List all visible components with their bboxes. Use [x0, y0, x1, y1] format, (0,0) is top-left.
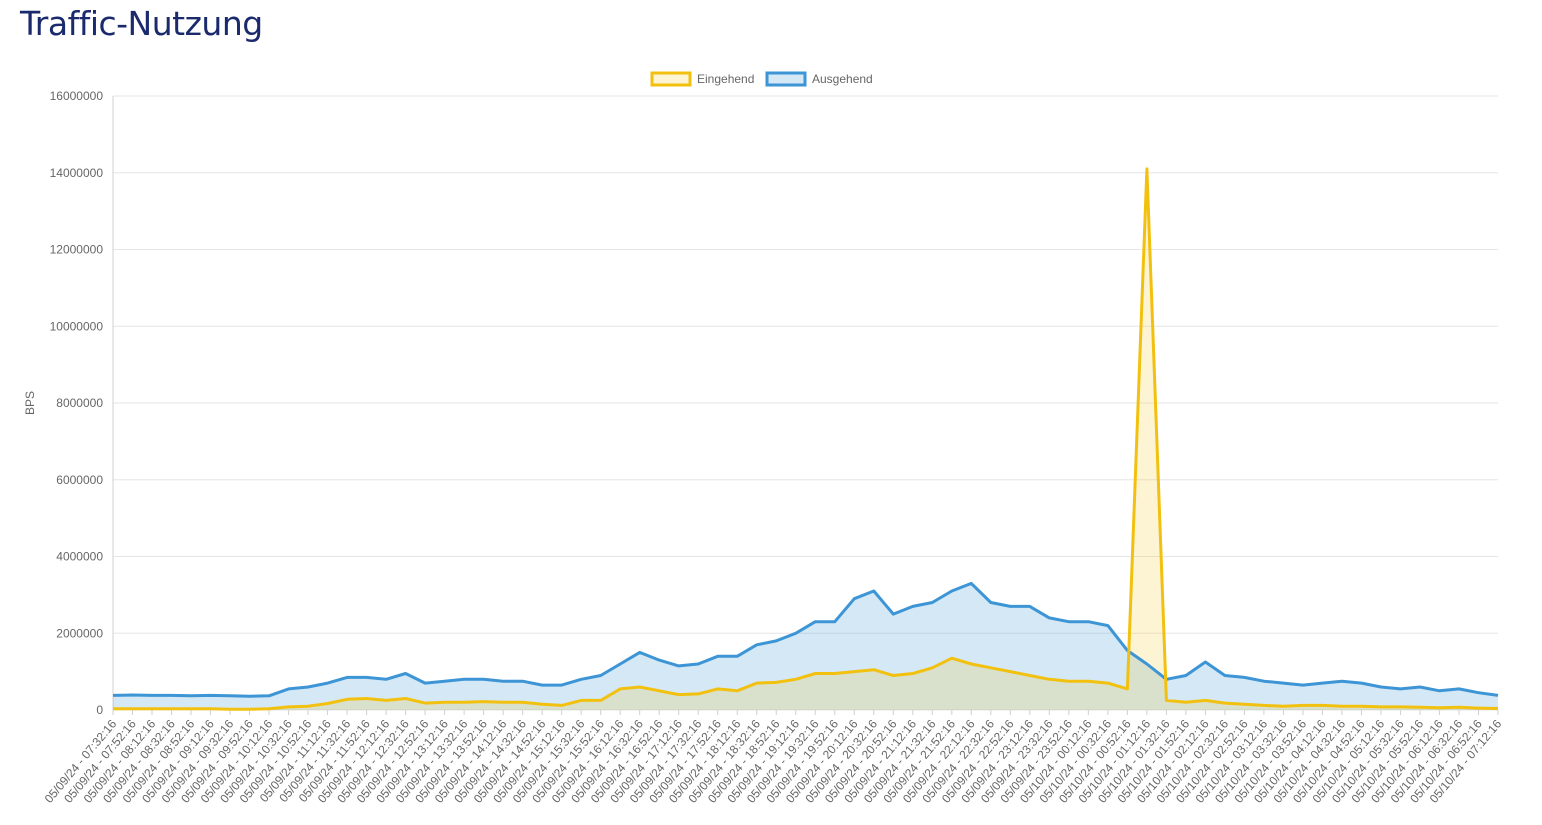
legend-swatch-ausgehend[interactable] [765, 71, 807, 87]
legend-swatch-eingehend[interactable] [650, 71, 692, 87]
y-tick-label: 2000000 [56, 626, 103, 640]
y-tick-label: 12000000 [50, 243, 104, 257]
chart-lines [112, 167, 1499, 711]
page-title: Traffic-Nutzung [20, 4, 263, 43]
y-tick-label: 0 [96, 703, 103, 717]
legend-label-ausgehend[interactable]: Ausgehend [812, 72, 873, 86]
y-axis-title: BPS [23, 391, 37, 415]
chart-grid [112, 95, 1499, 715]
y-axis-ticks: 0 2000000 4000000 6000000 8000000 10000000 120… [50, 89, 104, 717]
y-tick-label: 16000000 [50, 89, 104, 103]
line-ausgehend [112, 581, 1499, 698]
line-eingehend [113, 167, 1499, 711]
area-ausgehend [113, 583, 1498, 710]
y-tick-label: 6000000 [56, 473, 103, 487]
y-tick-label: 4000000 [56, 550, 103, 564]
legend-label-eingehend[interactable]: Eingehend [697, 72, 754, 86]
y-tick-label: 14000000 [50, 166, 104, 180]
chart-legend[interactable]: Eingehend Ausgehend [650, 71, 873, 87]
y-tick-label: 10000000 [50, 319, 104, 333]
y-tick-label: 8000000 [56, 396, 103, 410]
